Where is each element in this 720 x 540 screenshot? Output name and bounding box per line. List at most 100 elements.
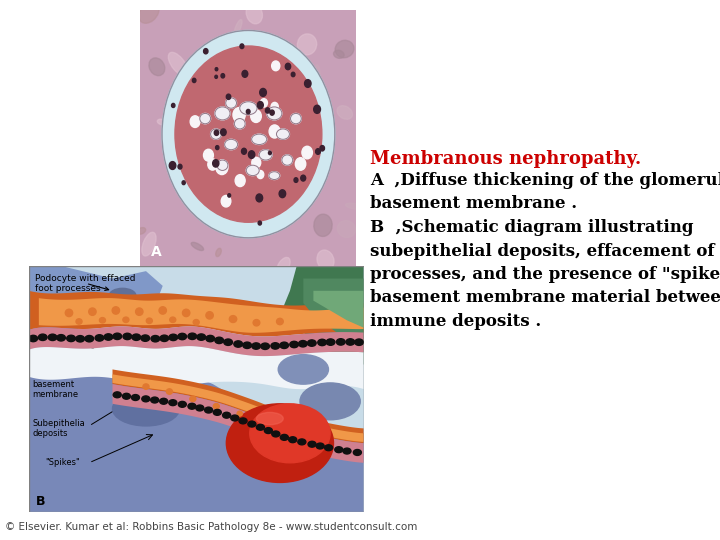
Circle shape [123, 333, 132, 340]
Circle shape [234, 341, 243, 347]
Polygon shape [303, 279, 364, 340]
Ellipse shape [246, 165, 259, 176]
Ellipse shape [276, 129, 289, 139]
Circle shape [248, 421, 256, 427]
Ellipse shape [256, 413, 283, 424]
Ellipse shape [335, 40, 354, 58]
Ellipse shape [109, 288, 136, 303]
Ellipse shape [287, 141, 299, 157]
Circle shape [243, 342, 251, 348]
Ellipse shape [210, 129, 222, 139]
Circle shape [318, 339, 326, 346]
Circle shape [316, 443, 324, 449]
Circle shape [222, 412, 230, 418]
Ellipse shape [253, 320, 260, 326]
Polygon shape [112, 369, 364, 443]
Ellipse shape [346, 203, 364, 210]
Ellipse shape [226, 98, 236, 108]
Circle shape [280, 434, 288, 440]
Polygon shape [112, 384, 364, 463]
Text: Membranous nephropathy.: Membranous nephropathy. [370, 150, 642, 168]
Circle shape [301, 175, 306, 181]
Ellipse shape [276, 318, 283, 325]
Ellipse shape [190, 396, 196, 402]
Ellipse shape [233, 84, 243, 94]
Circle shape [188, 403, 196, 409]
Circle shape [221, 73, 225, 78]
Circle shape [122, 393, 130, 399]
Circle shape [299, 341, 307, 347]
Circle shape [346, 339, 355, 345]
Circle shape [289, 341, 299, 348]
Circle shape [197, 334, 206, 340]
Ellipse shape [278, 50, 294, 73]
Ellipse shape [123, 317, 129, 322]
Circle shape [192, 78, 196, 83]
Text: B: B [35, 495, 45, 508]
Circle shape [216, 160, 228, 174]
Polygon shape [39, 298, 364, 333]
Ellipse shape [204, 186, 216, 196]
Ellipse shape [193, 320, 199, 325]
Ellipse shape [146, 318, 153, 323]
Text: Thickened
basement
membrane: Thickened basement membrane [32, 369, 78, 399]
Circle shape [67, 335, 76, 342]
Ellipse shape [266, 107, 282, 120]
Circle shape [285, 63, 291, 70]
Circle shape [57, 335, 66, 341]
Circle shape [235, 174, 245, 187]
Polygon shape [280, 266, 364, 364]
Circle shape [188, 333, 197, 340]
Circle shape [204, 149, 213, 161]
Ellipse shape [194, 142, 206, 161]
Circle shape [315, 106, 318, 110]
Ellipse shape [112, 307, 120, 314]
Ellipse shape [323, 139, 333, 160]
Ellipse shape [246, 99, 269, 124]
Ellipse shape [252, 134, 266, 145]
Circle shape [256, 424, 264, 430]
Circle shape [171, 103, 175, 107]
Circle shape [239, 418, 247, 424]
Circle shape [29, 335, 37, 342]
Circle shape [85, 335, 94, 342]
Circle shape [190, 116, 200, 127]
Ellipse shape [159, 307, 166, 314]
Circle shape [113, 392, 121, 398]
Circle shape [215, 68, 217, 71]
Ellipse shape [269, 172, 279, 179]
Ellipse shape [168, 52, 188, 76]
Ellipse shape [225, 139, 238, 150]
Ellipse shape [230, 315, 237, 322]
Circle shape [246, 110, 250, 114]
Ellipse shape [135, 308, 143, 315]
Circle shape [132, 334, 140, 340]
Circle shape [141, 335, 150, 341]
Ellipse shape [182, 309, 190, 316]
Circle shape [320, 146, 325, 151]
Circle shape [308, 441, 316, 447]
Ellipse shape [66, 309, 73, 316]
Ellipse shape [237, 411, 243, 416]
Ellipse shape [238, 136, 256, 157]
Circle shape [215, 75, 217, 78]
Circle shape [314, 105, 320, 113]
Ellipse shape [143, 384, 149, 389]
Ellipse shape [199, 113, 210, 124]
Ellipse shape [192, 242, 204, 251]
Ellipse shape [315, 65, 320, 79]
Circle shape [104, 334, 113, 340]
Ellipse shape [250, 404, 330, 463]
Circle shape [279, 190, 286, 198]
Circle shape [261, 343, 269, 349]
Ellipse shape [278, 355, 328, 384]
Circle shape [178, 333, 186, 340]
Polygon shape [29, 346, 364, 389]
Circle shape [289, 437, 297, 443]
Ellipse shape [206, 312, 213, 319]
Text: Podocyte with effaced
foot processes: Podocyte with effaced foot processes [35, 274, 136, 293]
Circle shape [215, 130, 219, 136]
Ellipse shape [157, 119, 166, 125]
Text: "Spikes": "Spikes" [45, 458, 81, 467]
Circle shape [230, 415, 239, 421]
